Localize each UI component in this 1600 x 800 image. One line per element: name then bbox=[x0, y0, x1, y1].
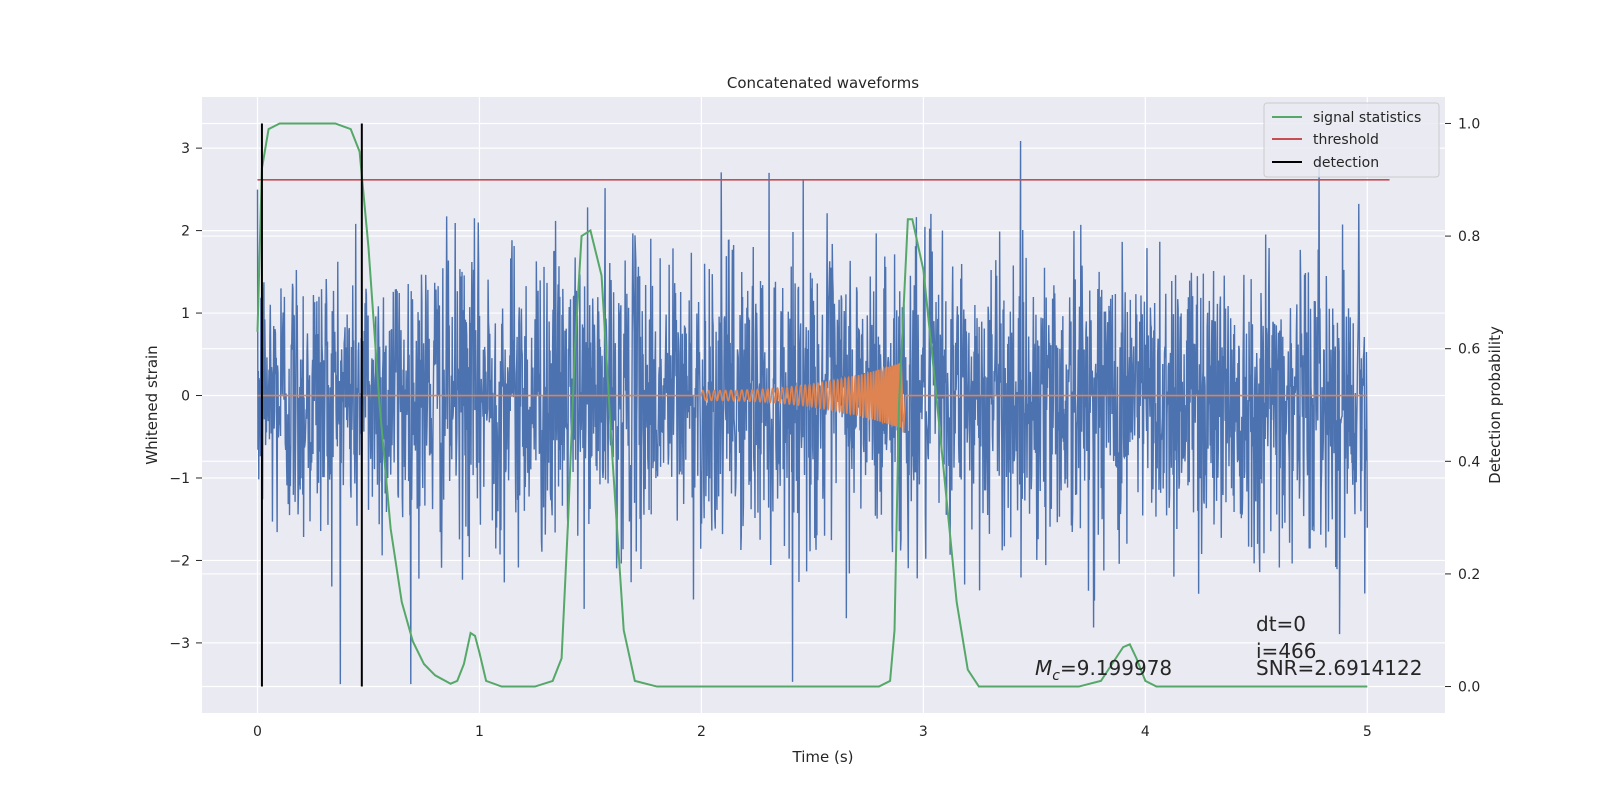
y-tick-label: −1 bbox=[169, 471, 190, 487]
x-tick-label: 4 bbox=[1141, 724, 1150, 740]
y-tick-label: −2 bbox=[169, 553, 190, 569]
x-tick-label: 3 bbox=[919, 724, 928, 740]
dt-annotation: dt=0 bbox=[1256, 612, 1306, 636]
y-tick-label: 3 bbox=[181, 141, 190, 157]
x-axis-label: Time (s) bbox=[792, 748, 854, 766]
legend-label-threshold: threshold bbox=[1313, 132, 1379, 148]
y2-tick-label: 0.8 bbox=[1458, 229, 1480, 245]
x-tick-label: 2 bbox=[697, 724, 706, 740]
y-tick-label: 0 bbox=[181, 389, 190, 405]
y2-tick-label: 0.0 bbox=[1458, 680, 1480, 696]
legend-label-signal-statistics: signal statistics bbox=[1313, 110, 1421, 126]
y-axis-label: Whitened strain bbox=[143, 345, 161, 464]
chart-title: Concatenated waveforms bbox=[727, 74, 919, 92]
y-tick-label: 1 bbox=[181, 306, 190, 322]
legend-label-detection: detection bbox=[1313, 155, 1379, 171]
legend-box bbox=[1263, 102, 1440, 178]
x-tick-label: 0 bbox=[253, 724, 262, 740]
y2-tick-label: 0.6 bbox=[1458, 342, 1480, 358]
legend: signal statistics threshold detection bbox=[1263, 102, 1440, 178]
mc-subscript: c bbox=[1052, 668, 1060, 684]
y-tick-label: 2 bbox=[181, 224, 190, 240]
signal-statistics-line bbox=[256, 122, 1368, 688]
y2-axis-label: Detection probability bbox=[1486, 326, 1504, 484]
y2-tick-label: 0.2 bbox=[1458, 567, 1480, 583]
index-annotation: i=466 bbox=[1256, 639, 1317, 663]
mc-value: =9.199978 bbox=[1060, 656, 1172, 680]
y-tick-label: −3 bbox=[169, 636, 190, 652]
annotations: Mc=9.199978 dt=0 i=466 SNR=2.6914122 bbox=[1035, 612, 1422, 684]
x-tick-label: 1 bbox=[475, 724, 484, 740]
mc-symbol: M bbox=[1035, 656, 1052, 680]
x-tick-label: 5 bbox=[1363, 724, 1372, 740]
mc-annotation: Mc=9.199978 bbox=[1035, 656, 1172, 684]
snr-annotation: SNR=2.6914122 bbox=[1256, 656, 1422, 680]
y2-tick-label: 1.0 bbox=[1458, 116, 1480, 132]
y2-tick-label: 0.4 bbox=[1458, 454, 1480, 470]
tick-labels: 0 1 2 3 4 5 −3 −2 −1 0 1 2 3 0.0 0.2 0.4 0.6 0.8 1.0 bbox=[169, 116, 1480, 740]
data-layer bbox=[256, 122, 1390, 688]
noise-series-line bbox=[256, 140, 1369, 685]
waveform-series-line bbox=[257, 362, 1368, 433]
